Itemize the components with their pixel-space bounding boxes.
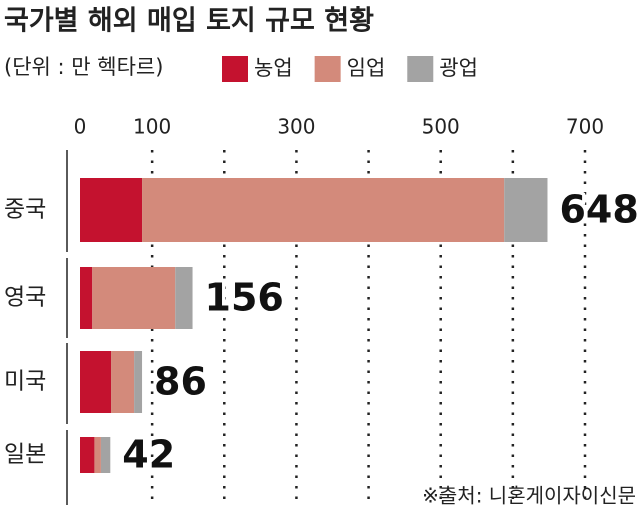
x-tick-label: 500 bbox=[422, 115, 460, 139]
bar-segment bbox=[175, 267, 193, 329]
x-tick-label: 0 bbox=[74, 115, 87, 139]
total-label: 648 bbox=[559, 188, 638, 232]
x-tick-label: 100 bbox=[133, 115, 171, 139]
bar-segment bbox=[504, 178, 548, 242]
source: ※출처: 니혼게이자이신문 bbox=[422, 484, 636, 508]
legend-label: 임업 bbox=[347, 56, 386, 80]
bar-segment bbox=[80, 437, 95, 473]
legend-swatch bbox=[407, 56, 434, 82]
legend-label: 광업 bbox=[439, 56, 478, 80]
category-label: 영국 bbox=[4, 285, 46, 311]
bar-segment bbox=[142, 178, 505, 242]
category-label: 중국 bbox=[4, 197, 46, 223]
category-label: 미국 bbox=[4, 369, 46, 395]
bar-segment bbox=[80, 178, 143, 242]
unit-note: (단위 : 만 헥타르) bbox=[4, 55, 163, 79]
total-label: 156 bbox=[205, 276, 284, 320]
bar-segment bbox=[80, 267, 93, 329]
category-label: 일본 bbox=[4, 442, 46, 468]
x-tick-label: 700 bbox=[566, 115, 604, 139]
bar-segment bbox=[94, 437, 101, 473]
bar-segment bbox=[134, 351, 143, 413]
bar-segment bbox=[111, 351, 135, 413]
total-label: 86 bbox=[154, 360, 207, 404]
legend-swatch bbox=[314, 56, 341, 82]
x-tick-label: 300 bbox=[277, 115, 315, 139]
legend-label: 농업 bbox=[254, 56, 293, 80]
bar-segment bbox=[80, 351, 112, 413]
total-label: 42 bbox=[122, 433, 175, 477]
bar-segment bbox=[92, 267, 176, 329]
chart-title: 국가별 해외 매입 토지 규모 현황 bbox=[4, 6, 374, 37]
legend-swatch bbox=[222, 56, 248, 82]
bar-segment bbox=[100, 437, 111, 473]
